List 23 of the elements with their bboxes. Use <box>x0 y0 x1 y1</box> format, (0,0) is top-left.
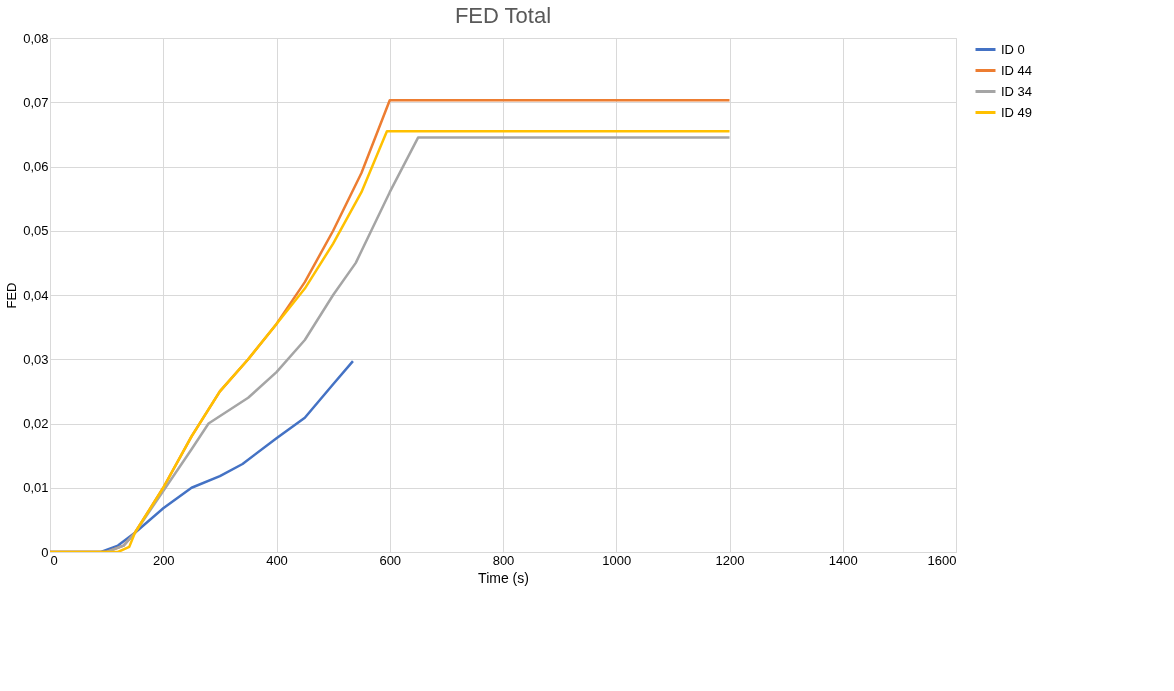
y-tick-label: 0,07 <box>23 94 49 110</box>
x-tick-label: 200 <box>152 552 175 568</box>
y-tick-label: 0,03 <box>23 351 49 367</box>
y-tick-label: 0,04 <box>23 287 49 303</box>
x-tick-label: 1200 <box>715 552 745 568</box>
x-tick-label: 400 <box>266 552 288 568</box>
y-tick-label: 0,05 <box>23 223 49 239</box>
x-tick-label: 600 <box>379 552 402 568</box>
y-axis-title: FED <box>4 282 20 309</box>
x-tick-label: 1000 <box>602 552 632 568</box>
y-tick-label: 0,02 <box>23 416 49 431</box>
y-tick-label: 0,01 <box>23 480 49 496</box>
legend-label: ID 44 <box>1001 62 1033 78</box>
x-tick-label: 1600 <box>927 552 957 568</box>
legend-label: ID 0 <box>1001 41 1025 57</box>
y-tick-label: 0,08 <box>23 30 49 46</box>
legend-label: ID 34 <box>1001 83 1033 99</box>
x-tick-label: 1400 <box>828 552 858 568</box>
legend-label: ID 49 <box>1001 104 1033 120</box>
x-axis-title: Time (s) <box>478 569 529 586</box>
y-tick-label: 0,06 <box>23 159 49 174</box>
chart-title: FED Total <box>454 3 552 28</box>
x-tick-label: 800 <box>492 552 515 568</box>
